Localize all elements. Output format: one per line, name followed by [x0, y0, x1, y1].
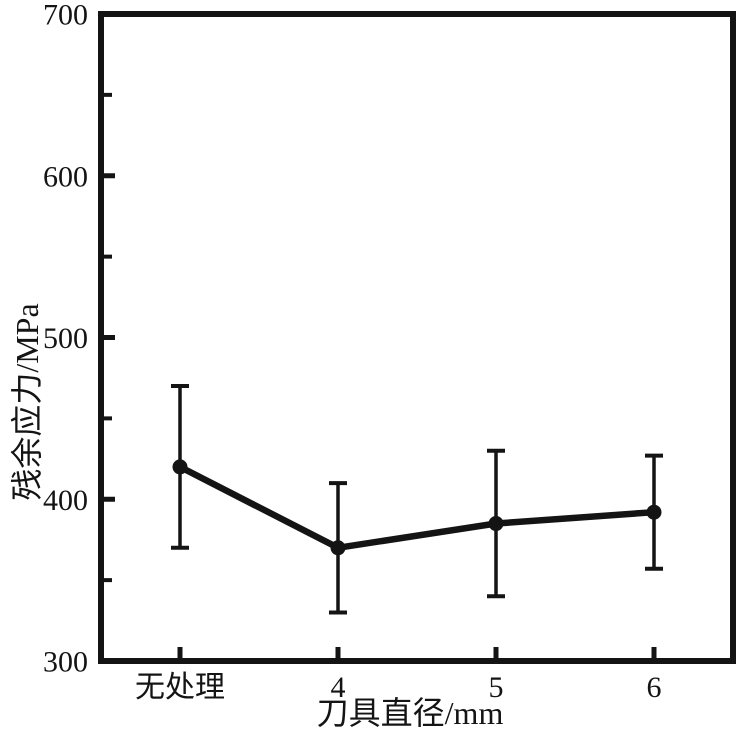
data-line — [178, 464, 655, 552]
x-tick-label: 无处理 — [135, 671, 225, 704]
y-tick-label: 300 — [43, 646, 88, 679]
x-axis-title: 刀具直径/mm — [316, 695, 504, 731]
x-tick-label: 4 — [331, 671, 346, 704]
data-point — [330, 540, 346, 556]
y-tick-label: 700 — [43, 0, 88, 32]
x-tick-label: 5 — [489, 671, 504, 704]
y-tick-label: 500 — [43, 322, 88, 355]
x-tick-label: 6 — [647, 671, 662, 704]
data-point — [172, 459, 188, 475]
y-tick-label: 600 — [43, 160, 88, 193]
y-axis-title: 残余应力/MPa — [9, 303, 45, 501]
y-tick-label: 400 — [43, 484, 88, 517]
data-point — [488, 516, 504, 532]
plot-border — [98, 11, 736, 664]
data-point — [646, 504, 662, 520]
